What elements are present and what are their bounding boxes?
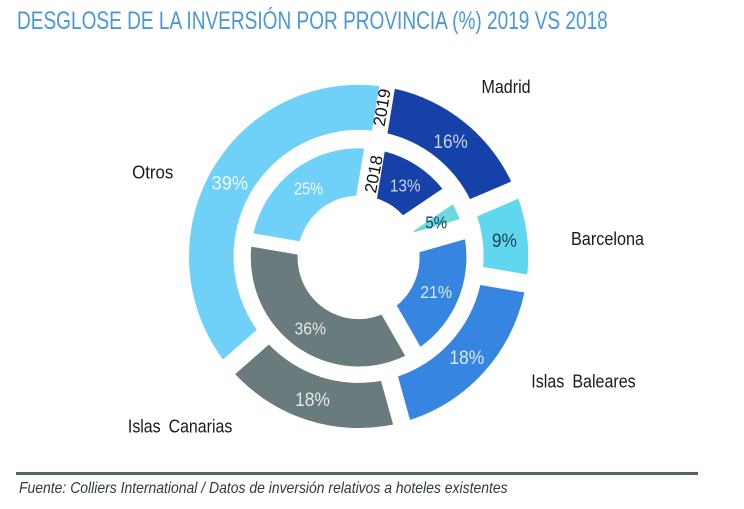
- svg-text:Madrid: Madrid: [482, 77, 531, 97]
- svg-text:21%: 21%: [420, 282, 452, 302]
- svg-text:36%: 36%: [295, 318, 327, 338]
- svg-text:5%: 5%: [425, 213, 447, 233]
- svg-text:9%: 9%: [492, 231, 517, 252]
- svg-text:39%: 39%: [212, 173, 249, 194]
- svg-text:Islas Canarias: Islas Canarias: [128, 417, 232, 437]
- svg-text:Islas Baleares: Islas Baleares: [531, 371, 635, 391]
- svg-text:18%: 18%: [449, 348, 484, 369]
- svg-text:Otros: Otros: [132, 162, 173, 182]
- svg-text:Barcelona: Barcelona: [571, 229, 645, 249]
- svg-text:16%: 16%: [433, 132, 467, 153]
- svg-text:18%: 18%: [295, 390, 330, 411]
- svg-text:13%: 13%: [390, 176, 421, 196]
- svg-text:25%: 25%: [294, 179, 323, 199]
